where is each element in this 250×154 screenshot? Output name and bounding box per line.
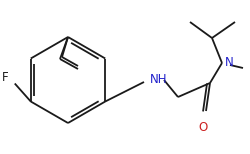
Text: NH: NH xyxy=(150,73,168,85)
Text: N: N xyxy=(225,55,234,69)
Text: F: F xyxy=(2,71,9,84)
Text: O: O xyxy=(198,121,207,134)
